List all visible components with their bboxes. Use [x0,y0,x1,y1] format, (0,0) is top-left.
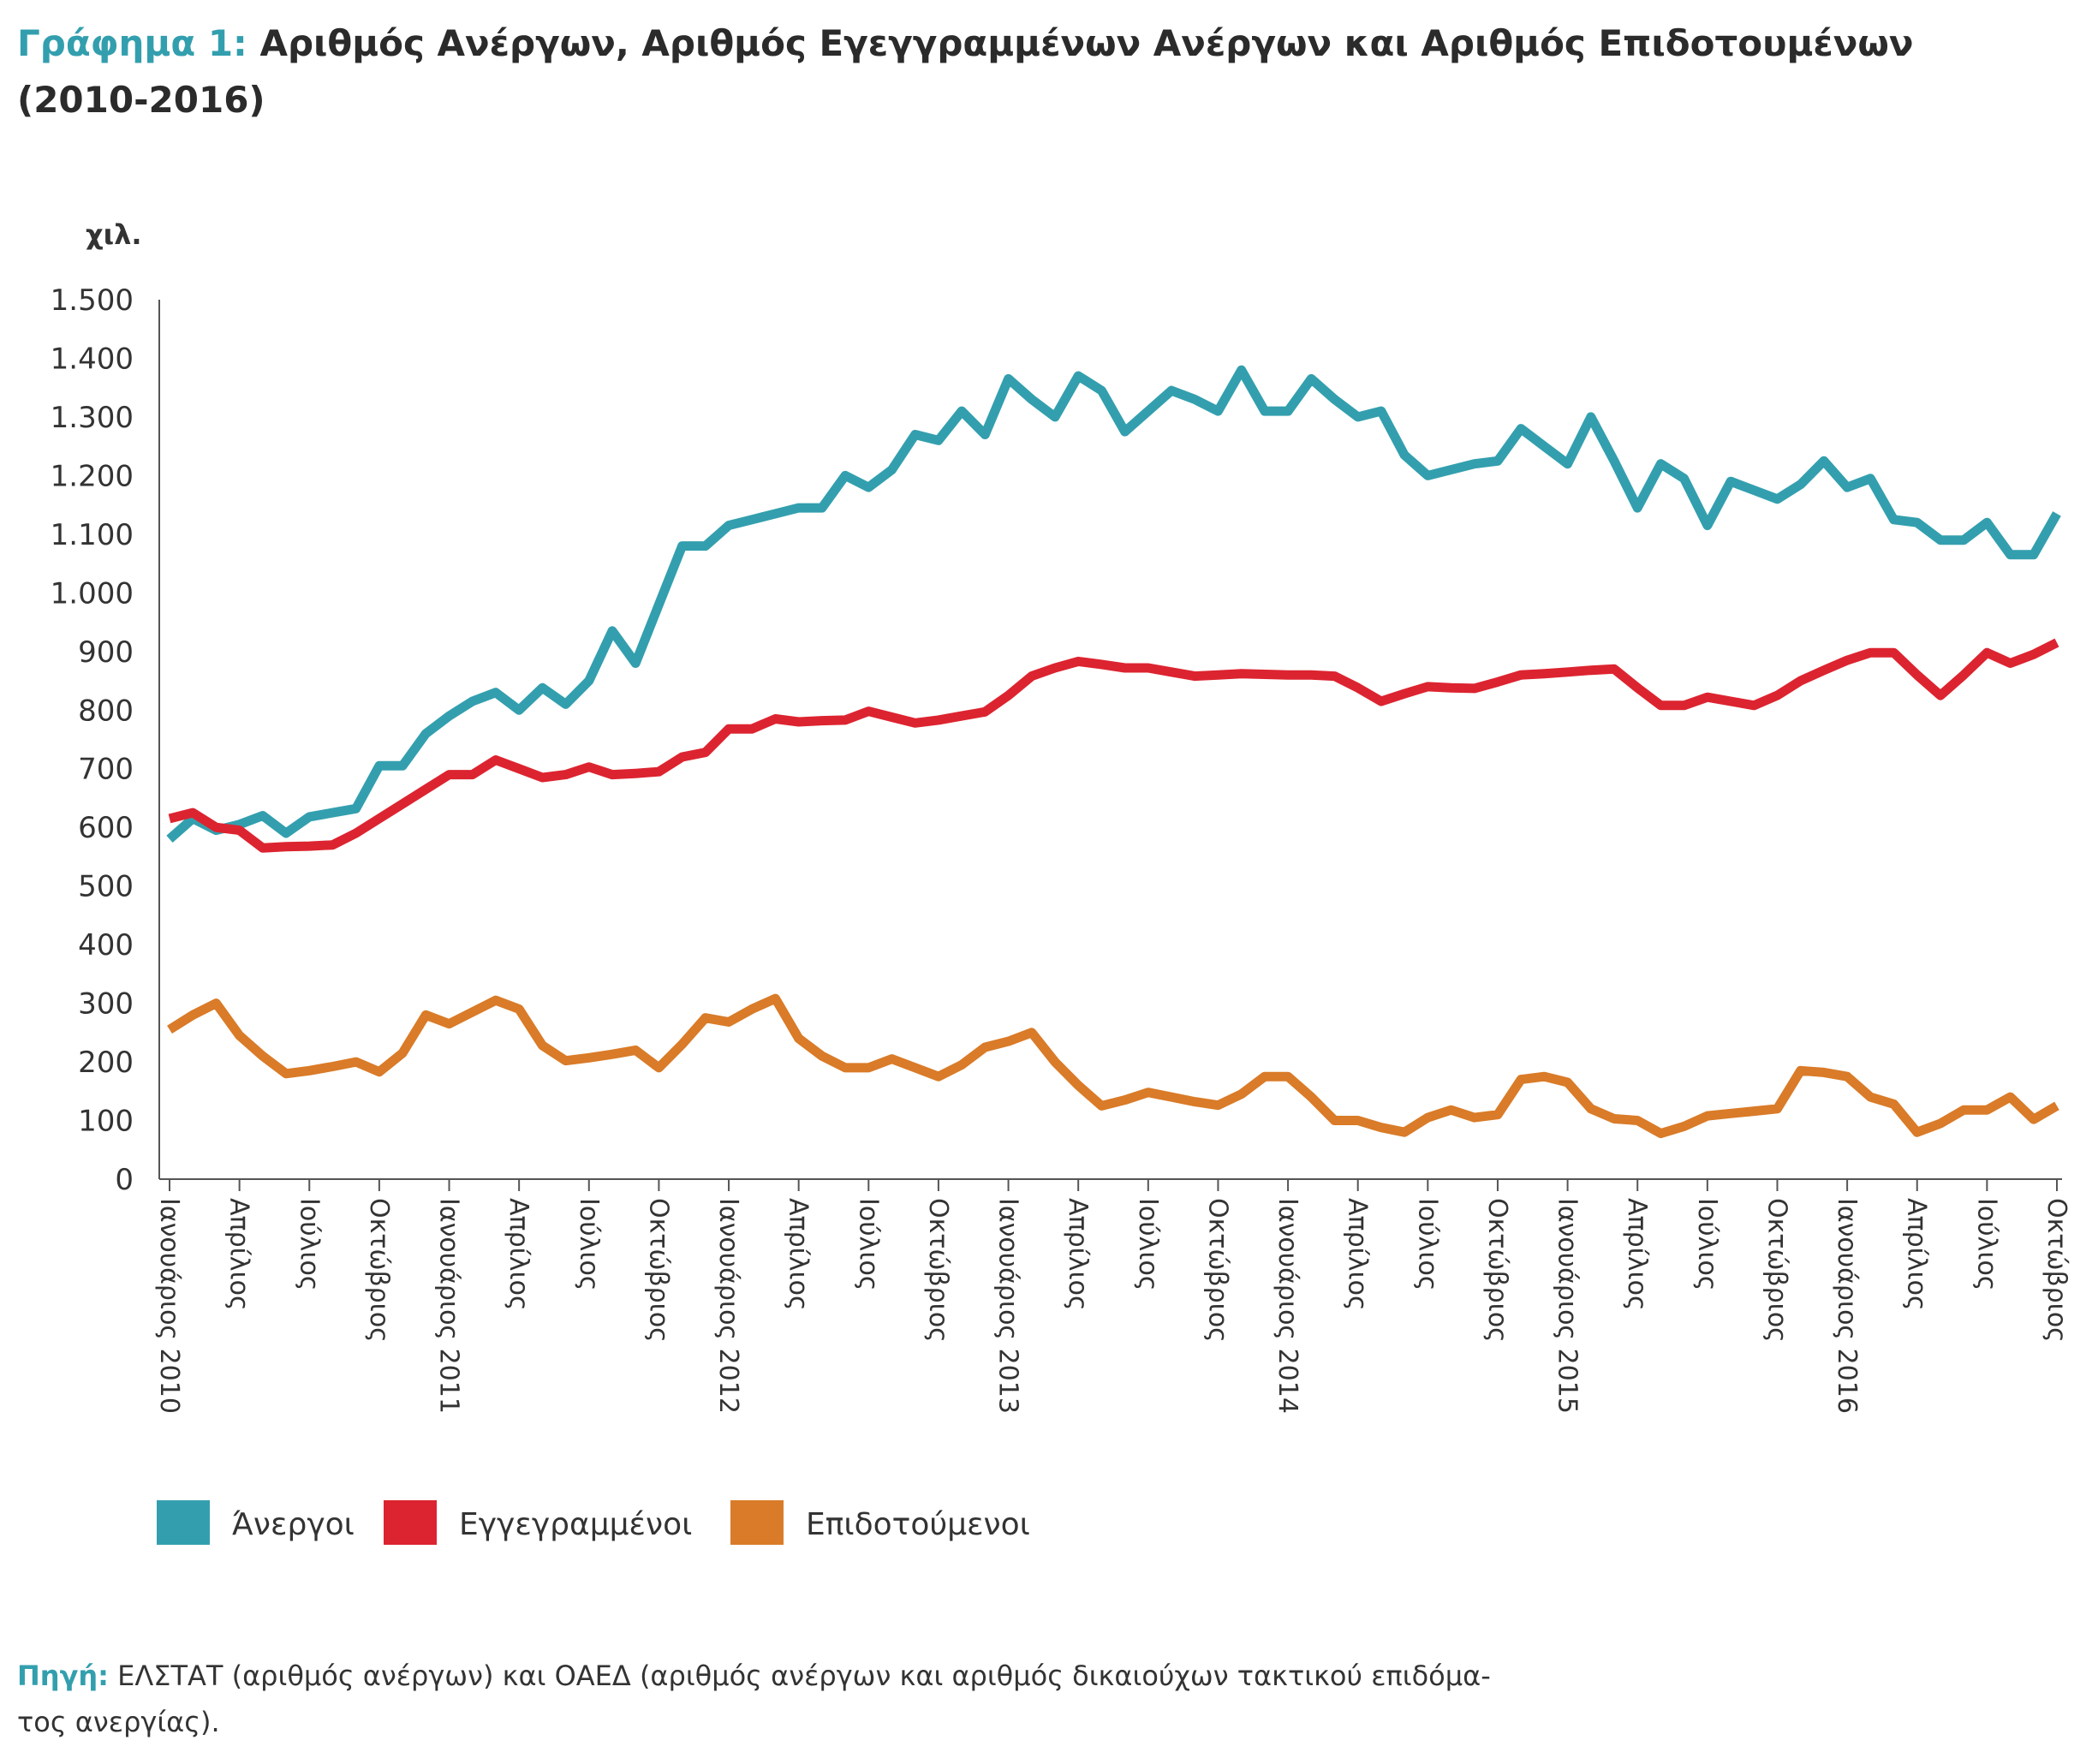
x-tick-label: Οκτώβριος [1202,1198,1232,1343]
x-tick-label: Ιούλιος [1692,1198,1722,1290]
x-tick-label: Απρίλιος [1343,1198,1373,1311]
legend-label: Άνεργοι [232,1507,355,1542]
x-tick-label: Ιούλιος [1971,1198,2001,1290]
x-tick-label: Ιανουάριος 2016 [1832,1198,1862,1414]
x-tick-label: Οκτώβριος [1482,1198,1512,1343]
chart: χιλ. 0 100 200 300 400 500 600 700 800 900 1.000 1.… [51,218,2071,1545]
x-tick-label: Απρίλιος [1902,1198,1932,1311]
y-tick-label: 0 [115,1163,134,1197]
y-tick-label: 1.500 [51,283,134,318]
x-tick-label: Απρίλιος [784,1198,814,1311]
x-tick-label: Απρίλιος [1063,1198,1093,1311]
x-tick-label: Απρίλιος [1622,1198,1652,1311]
x-tick-label: Οκτώβριος [923,1198,953,1343]
source-note: Πηγή: ΕΛΣΤΑΤ (αριθμός ανέργων) και ΟΑΕΔ … [17,1653,2072,1745]
y-tick-label: 400 [78,928,134,962]
x-tick-label: Ιανουάριος 2012 [713,1198,743,1414]
x-tick-label: Ιούλιος [853,1198,883,1290]
y-tick-label: 800 [78,694,134,728]
y-tick-label: 1.100 [51,518,134,552]
x-tick-label: Οκτώβριος [2041,1198,2071,1343]
data-line [167,993,2059,1139]
y-tick-label: 1.300 [51,401,134,435]
y-tick-label: 700 [78,753,134,787]
x-tick-label: Απρίλιος [504,1198,533,1311]
x-tick-label: Ιανουάριος 2010 [154,1198,184,1414]
title-text: Αριθμός Ανέργων, Αριθμός Εγεγγραμμένων Α… [17,22,1914,121]
x-tick-label: Ιούλιος [294,1198,324,1290]
legend-label: Επιδοτούμενοι [806,1507,1030,1542]
y-tick-label: 200 [78,1046,134,1080]
y-tick-label: 1.000 [51,576,134,611]
x-tick-label: Ιούλιος [1412,1198,1442,1290]
y-tick-label: 300 [78,987,134,1022]
y-tick-label: 1.200 [51,459,134,493]
x-tick-label: Ιούλιος [1133,1198,1163,1290]
y-tick-label: 900 [78,635,134,670]
chart-title: Γράφημα 1: Αριθμός Ανέργων, Αριθμός Εγεγ… [17,15,2004,128]
title-label: Γράφημα 1: [17,22,247,64]
legend-swatch [384,1500,437,1545]
y-tick-label: 600 [78,811,134,845]
x-tick-label: Ιανουάριος 2011 [434,1198,464,1414]
x-tick-label: Ιανουάριος 2014 [1273,1198,1302,1414]
source-label: Πηγή: [17,1660,109,1692]
x-tick-label: Οκτώβριος [1761,1198,1791,1343]
legend-label: Εγγεγραμμένοι [459,1507,692,1542]
x-tick-label: Απρίλιος [224,1198,254,1311]
legend-swatch [730,1500,784,1545]
x-tick-label: Ιανουάριος 2015 [1553,1198,1582,1414]
x-tick-label: Οκτώβριος [643,1198,673,1343]
source-line: τος ανεργίας). [17,1706,220,1738]
data-line [166,365,2061,843]
y-tick-label: 100 [78,1105,134,1139]
y-tick-label: 500 [78,870,134,904]
x-tick-label: Ιούλιος [574,1198,604,1290]
legend-swatch [157,1500,210,1545]
y-unit: χιλ. [86,218,142,251]
y-tick-label: 1.400 [51,342,134,376]
x-tick-label: Ιανουάριος 2013 [993,1198,1023,1414]
source-line: ΕΛΣΤΑΤ (αριθμός ανέργων) και ΟΑΕΔ (αριθμ… [117,1660,1491,1692]
data-line [168,638,2059,853]
x-tick-label: Οκτώβριος [364,1198,394,1343]
